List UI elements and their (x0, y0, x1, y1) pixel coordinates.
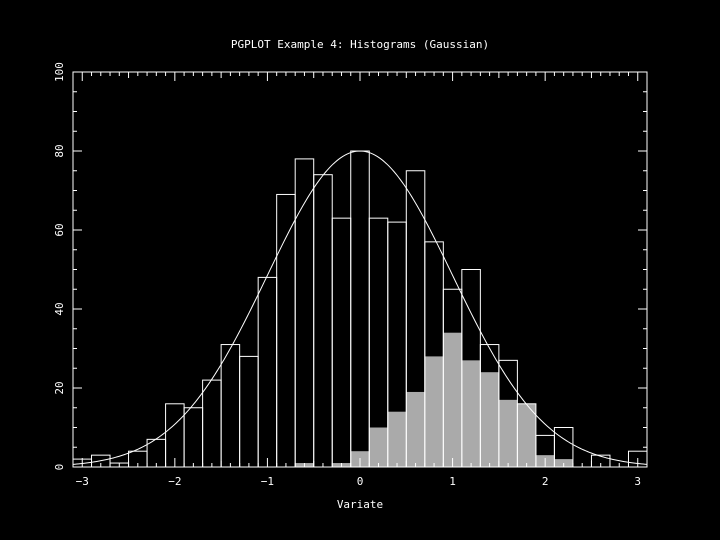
x-tick-label: 1 (449, 475, 456, 488)
gaussian-curve (72, 150, 648, 465)
x-tick-label: 0 (357, 475, 364, 488)
filled-histogram (295, 332, 573, 467)
filled-bar (480, 372, 499, 467)
x-tick-label: 2 (542, 475, 549, 488)
filled-bar (461, 360, 481, 467)
filled-bar (387, 411, 407, 467)
y-tick-label: 100 (53, 62, 66, 82)
filled-bar (406, 391, 425, 467)
filled-bar (517, 403, 536, 467)
y-tick-label: 40 (53, 302, 66, 315)
chart-title: PGPLOT Example 4: Histograms (Gaussian) (231, 38, 489, 51)
axis-ticks: −3 −2 −1 0 1 2 3 0 20 40 60 80 100 (53, 62, 648, 488)
y-tick-label: 60 (53, 223, 66, 236)
filled-bar (424, 356, 444, 467)
filled-bar (443, 332, 462, 467)
y-tick-label: 80 (53, 144, 66, 157)
filled-bar (498, 399, 518, 467)
x-tick-label: −2 (168, 475, 181, 488)
x-tick-label: −1 (261, 475, 274, 488)
y-tick-label: 0 (53, 464, 66, 471)
x-tick-label: −3 (76, 475, 89, 488)
x-axis-label: Variate (337, 498, 383, 511)
filled-bar (369, 427, 388, 467)
x-tick-label: 3 (634, 475, 641, 488)
y-tick-label: 20 (53, 381, 66, 394)
